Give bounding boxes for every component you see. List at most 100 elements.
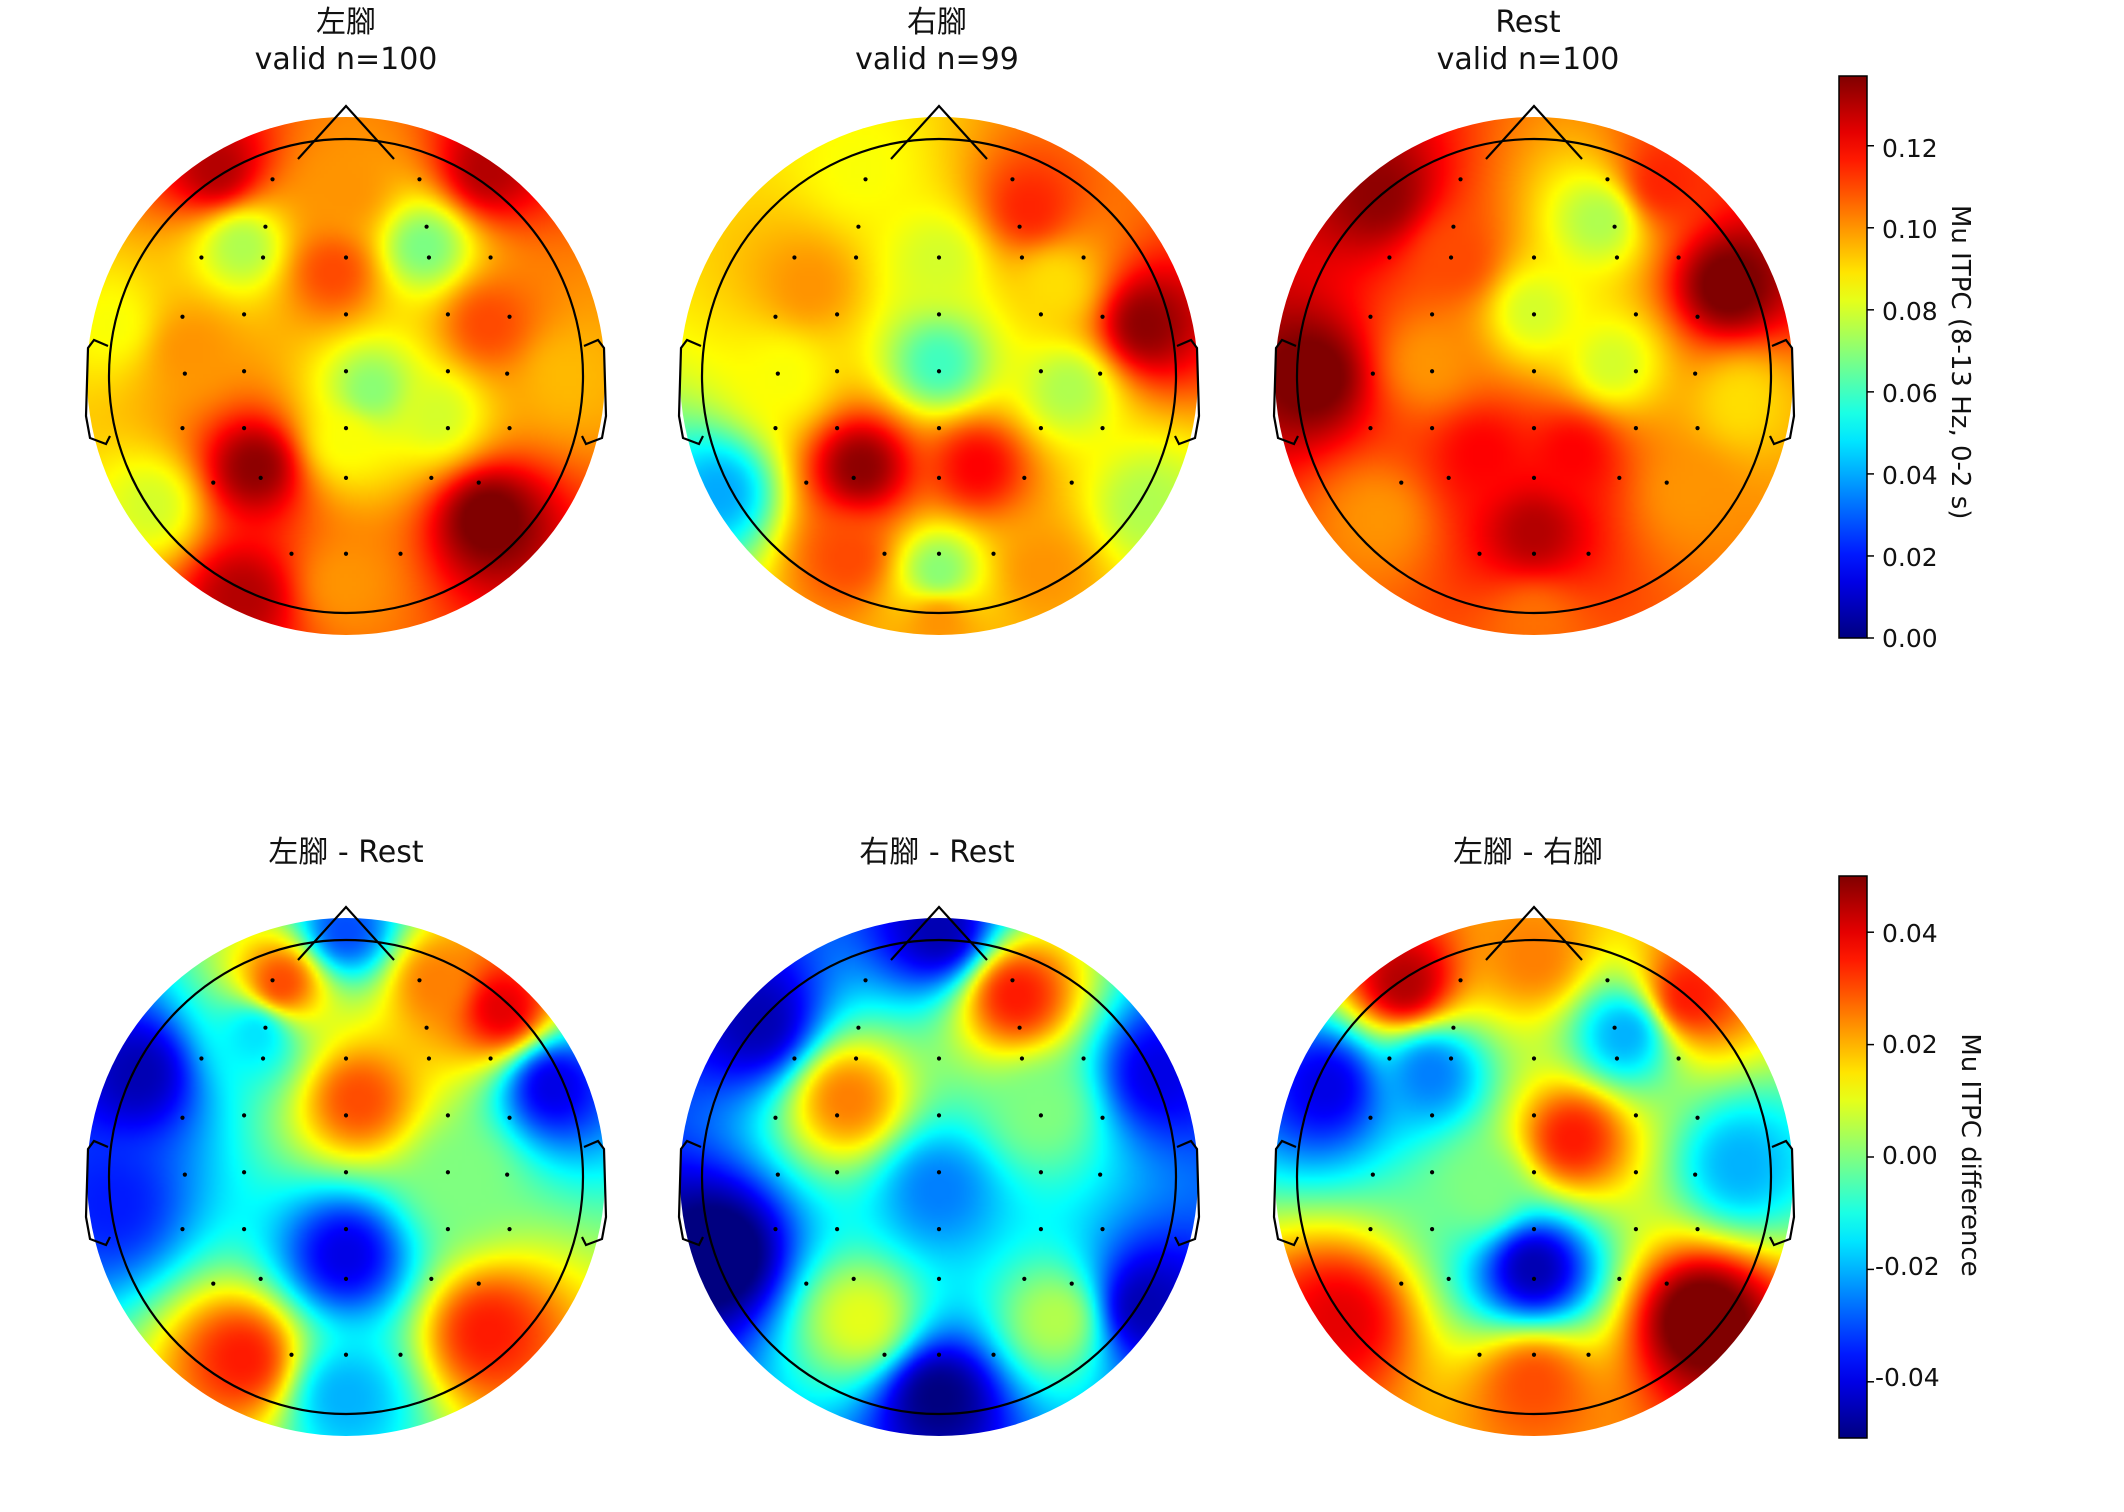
sensor-dot: [1531, 475, 1537, 481]
sensor-dot: [1446, 1276, 1451, 1282]
cb1-tick: 0.12: [1882, 134, 1938, 163]
sensor-dot: [1019, 1056, 1025, 1061]
sensor-dot: [1429, 312, 1435, 317]
sensor-dot: [343, 475, 349, 481]
sensor-dot: [1531, 1113, 1537, 1118]
sensor-dot: [417, 177, 422, 182]
sensor-dot: [856, 224, 861, 229]
title-text: Rest: [1495, 5, 1561, 40]
sensor-dot: [773, 314, 778, 319]
topo-title-right-minus-rest: 右腳 - Rest: [727, 834, 1147, 871]
sensor-dot: [1069, 480, 1074, 485]
cb2-tick: -0.04: [1875, 1363, 1940, 1392]
title-text: 右腳 - Rest: [859, 835, 1015, 870]
sensor-dot: [1531, 312, 1537, 317]
title-text: 右腳: [907, 5, 967, 40]
sensor-dot: [180, 1227, 185, 1232]
sensor-dot: [241, 426, 247, 431]
sensor-dot: [834, 312, 840, 317]
cb2-tick: 0.00: [1882, 1141, 1938, 1170]
sensor-dot: [1633, 1170, 1639, 1175]
sensor-dot: [936, 1170, 942, 1175]
topomap-panel: [677, 905, 1201, 1436]
sensor-dot: [1017, 224, 1022, 229]
sensor-dot: [1676, 1056, 1681, 1061]
sensor-dot: [1477, 551, 1482, 556]
sensor-dot: [882, 1352, 887, 1357]
sensor-dot: [804, 1281, 809, 1286]
sensor-dot: [1022, 475, 1027, 481]
sensor-dot: [936, 1276, 942, 1282]
sensor-dot: [343, 1276, 349, 1282]
left-ear-outline: [84, 1139, 111, 1247]
sensor-dot: [1693, 1172, 1698, 1177]
sensor-dot: [773, 1227, 778, 1232]
sensor-dot: [1531, 1056, 1537, 1061]
sensor-dot: [1446, 475, 1451, 481]
sensor-dot: [1368, 426, 1373, 431]
sensor-dot: [343, 1352, 349, 1357]
sensor-dot: [1100, 426, 1105, 431]
sensor-dot: [1477, 1352, 1482, 1357]
sensor-dot: [398, 551, 403, 556]
head-outline: [1295, 137, 1773, 615]
nose-outline: [1485, 905, 1583, 961]
nose-outline: [297, 905, 395, 961]
left-ear-outline: [677, 338, 704, 446]
sensor-dot: [1695, 1227, 1700, 1232]
sensor-dot: [882, 551, 887, 556]
sensor-dot: [1429, 426, 1435, 431]
sensor-dot: [211, 480, 216, 485]
sensor-dot: [936, 312, 942, 317]
topo-title-right-foot: 右腳 valid n=99: [727, 4, 1147, 78]
topomap-heatmap: [87, 117, 605, 635]
sensor-dot: [1664, 480, 1669, 485]
topo-title-left-minus-rest: 左腳 - Rest: [136, 834, 556, 871]
sensor-dot: [851, 1276, 856, 1282]
sensor-dot: [1451, 224, 1456, 229]
sensor-dot: [1531, 369, 1537, 374]
sensor-dot: [182, 1172, 187, 1177]
sensor-dot: [241, 1170, 247, 1175]
sensor-dot: [488, 1056, 493, 1061]
sensor-dot: [1531, 1227, 1537, 1232]
sensor-dot: [424, 224, 429, 229]
sensor-dot: [1429, 1170, 1435, 1175]
sensor-dot: [1664, 1281, 1669, 1286]
sensor-dot: [199, 255, 204, 260]
sensor-dot: [263, 224, 268, 229]
sensor-dot: [241, 369, 247, 374]
sensor-dot: [476, 1281, 481, 1286]
sensor-dot: [1098, 371, 1103, 376]
sensor-dot: [936, 1227, 942, 1232]
sensor-dot: [1370, 371, 1375, 376]
topo-title-left-minus-right: 左腳 - 右腳: [1318, 834, 1738, 871]
sensor-dot: [775, 371, 780, 376]
sensor-dot: [1098, 1172, 1103, 1177]
sensor-dot: [1387, 255, 1392, 260]
sensor-dot: [1612, 1025, 1617, 1030]
cb1-tick: 0.08: [1882, 297, 1938, 326]
sensor-dot: [1038, 426, 1044, 431]
left-ear-outline: [1272, 338, 1299, 446]
sensor-dot: [445, 1113, 451, 1118]
sensor-dot: [834, 1227, 840, 1232]
right-ear-outline: [1769, 338, 1796, 446]
sensor-dot: [258, 1276, 263, 1282]
sensor-dot: [1612, 224, 1617, 229]
sensor-dot: [211, 1281, 216, 1286]
cb2-tick: 0.04: [1882, 919, 1938, 948]
topomap-heatmap: [680, 918, 1198, 1436]
sensor-dot: [1633, 1113, 1639, 1118]
sensor-dot: [182, 371, 187, 376]
sensor-dot: [180, 426, 185, 431]
sensor-dot: [180, 314, 185, 319]
left-ear-outline: [1272, 1139, 1299, 1247]
sensor-dot: [289, 551, 294, 556]
sensor-dot: [1038, 1227, 1044, 1232]
subtitle-text: valid n=99: [855, 42, 1019, 77]
sensor-dot: [1693, 371, 1698, 376]
sensor-dot: [476, 480, 481, 485]
sensor-dot: [1617, 1276, 1622, 1282]
